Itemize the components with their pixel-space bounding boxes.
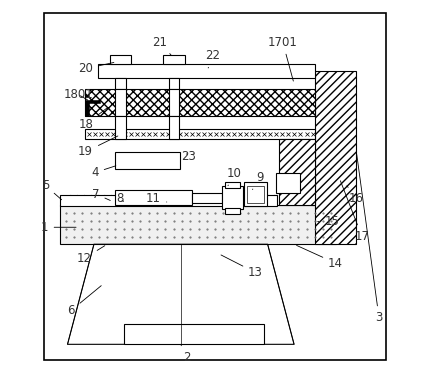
Bar bbox=[84, 129, 315, 138]
Bar bbox=[169, 89, 179, 116]
Bar bbox=[60, 195, 277, 207]
Bar bbox=[244, 182, 267, 207]
Text: 18: 18 bbox=[78, 108, 107, 131]
Text: 22: 22 bbox=[206, 49, 220, 68]
Bar bbox=[279, 138, 315, 205]
Text: 17: 17 bbox=[341, 181, 370, 243]
Text: 16: 16 bbox=[347, 186, 364, 205]
Text: 13: 13 bbox=[221, 255, 263, 279]
Bar bbox=[84, 102, 89, 116]
Bar bbox=[60, 205, 335, 244]
Bar bbox=[247, 186, 264, 203]
Bar bbox=[276, 172, 300, 193]
Text: 19: 19 bbox=[78, 136, 118, 158]
Text: 1701: 1701 bbox=[268, 36, 298, 81]
Bar bbox=[116, 89, 126, 116]
Bar bbox=[225, 208, 240, 214]
Bar bbox=[84, 100, 100, 103]
Text: 6: 6 bbox=[68, 286, 101, 317]
Bar bbox=[84, 89, 315, 116]
Bar bbox=[110, 55, 131, 64]
Text: 2: 2 bbox=[181, 344, 190, 364]
Text: 21: 21 bbox=[152, 36, 171, 55]
Text: 11: 11 bbox=[146, 192, 167, 205]
Text: 1801: 1801 bbox=[63, 88, 93, 101]
Text: 10: 10 bbox=[226, 167, 241, 186]
Text: 7: 7 bbox=[92, 188, 110, 200]
Bar bbox=[225, 182, 240, 188]
Text: 8: 8 bbox=[116, 193, 124, 205]
Bar bbox=[315, 70, 357, 244]
Bar bbox=[163, 55, 184, 64]
Text: 23: 23 bbox=[181, 150, 196, 163]
Text: 14: 14 bbox=[297, 246, 343, 269]
Bar bbox=[222, 186, 243, 209]
Bar bbox=[124, 324, 264, 344]
Bar bbox=[116, 116, 126, 138]
Bar bbox=[98, 64, 315, 78]
Text: 15: 15 bbox=[318, 215, 339, 228]
Text: 12: 12 bbox=[77, 246, 105, 265]
Text: 20: 20 bbox=[78, 62, 114, 75]
Bar bbox=[192, 193, 222, 204]
Bar bbox=[169, 78, 179, 89]
Text: 1: 1 bbox=[41, 221, 76, 234]
Text: 5: 5 bbox=[42, 179, 62, 200]
Bar bbox=[116, 152, 180, 169]
Text: 4: 4 bbox=[91, 166, 116, 179]
Bar bbox=[115, 190, 192, 205]
Text: 9: 9 bbox=[252, 171, 264, 190]
Bar bbox=[169, 116, 179, 138]
Bar bbox=[116, 78, 126, 89]
Text: 3: 3 bbox=[357, 155, 383, 324]
